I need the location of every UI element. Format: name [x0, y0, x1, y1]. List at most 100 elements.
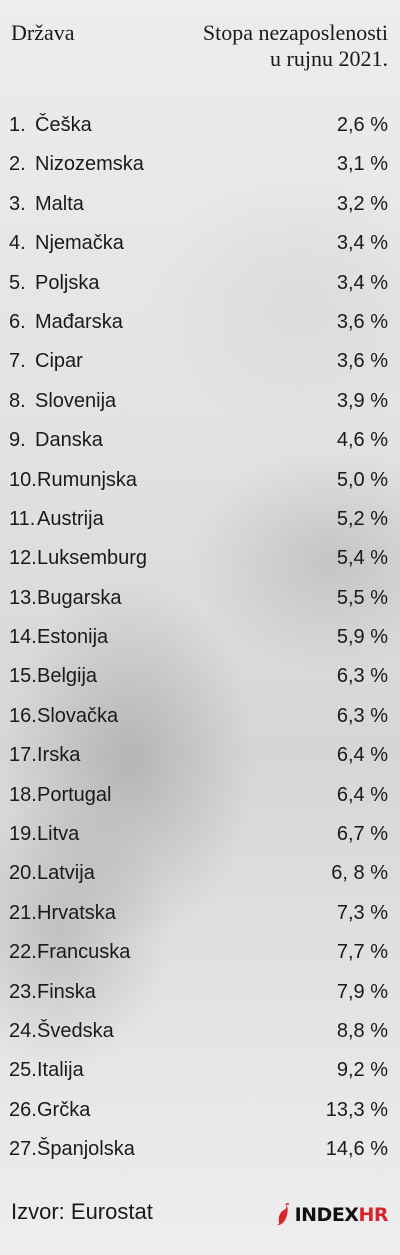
logo-index: INDEX: [294, 1204, 359, 1226]
index-hr-logo: INDEXHR: [274, 1202, 388, 1228]
row-rank: 3.: [9, 192, 26, 215]
row-rank: 5.: [9, 271, 26, 294]
table-row: 16. Slovačka 6,3 %: [0, 697, 400, 736]
row-rate: 13,3 %: [325, 1098, 388, 1121]
row-rate: 7,7 %: [336, 941, 388, 964]
row-country: Grčka: [37, 1098, 91, 1121]
row-country: Slovačka: [37, 704, 119, 727]
row-rank: 20.: [9, 862, 37, 885]
row-rank: 4.: [9, 232, 26, 255]
table-row: 8. Slovenija 3,9 %: [0, 382, 400, 421]
row-rate: 6,4 %: [336, 783, 388, 806]
table-row: 26. Grčka 13,3 %: [0, 1091, 400, 1130]
row-rate: 6, 8 %: [331, 862, 388, 885]
row-country: Švedska: [37, 1019, 114, 1042]
column-header-country: Država: [11, 20, 75, 45]
table-row: 4. Njemačka 3,4 %: [0, 224, 400, 263]
row-rank: 9.: [9, 429, 26, 452]
table-row: 11. Austrija 5,2 %: [0, 500, 400, 539]
row-country: Belgija: [37, 665, 98, 688]
row-country: Austrija: [37, 507, 104, 530]
table-row: 24. Švedska 8,8 %: [0, 1012, 400, 1051]
row-rate: 3,6 %: [336, 310, 388, 333]
row-country: Portugal: [37, 783, 112, 806]
table-row: 13. Bugarska 5,5 %: [0, 579, 400, 618]
row-rate: 4,6 %: [336, 429, 388, 452]
row-rate: 3,9 %: [336, 389, 388, 412]
row-country: Rumunjska: [37, 468, 138, 491]
table-row: 14. Estonija 5,9 %: [0, 618, 400, 657]
table-row: 19. Litva 6,7 %: [0, 815, 400, 854]
row-rank: 24.: [9, 1019, 37, 1042]
table-row: 23. Finska 7,9 %: [0, 973, 400, 1012]
row-rate: 2,6 %: [336, 114, 388, 136]
row-country: Italija: [37, 1059, 84, 1082]
row-rate: 3,4 %: [336, 271, 388, 294]
table-row: 20. Latvija 6, 8 %: [0, 854, 400, 893]
row-rate: 5,4 %: [336, 547, 388, 570]
table-row: 7. Cipar 3,6 %: [0, 342, 400, 381]
row-country: Španjolska: [37, 1138, 135, 1161]
chili-pepper-icon: [275, 1203, 289, 1226]
row-rate: 5,9 %: [336, 626, 388, 649]
table-row: 25. Italija 9,2 %: [0, 1051, 400, 1090]
row-country: Luksemburg: [37, 547, 148, 570]
row-rank: 26.: [9, 1098, 37, 1121]
row-country: Poljska: [35, 271, 100, 294]
row-rate: 5,2 %: [336, 507, 388, 530]
row-rank: 15.: [9, 665, 37, 688]
row-rate: 9,2 %: [336, 1059, 388, 1082]
table-row: 10. Rumunjska 5,0 %: [0, 461, 400, 500]
row-rate: 14,6 %: [325, 1138, 388, 1161]
logo-hr: HR: [358, 1204, 388, 1226]
row-rank: 13.: [9, 586, 37, 609]
row-country: Irska: [37, 744, 81, 767]
row-rank: 23.: [9, 980, 37, 1003]
row-rank: 21.: [9, 901, 37, 924]
row-country: Latvija: [37, 862, 95, 885]
row-rate: 3,2 %: [336, 192, 388, 215]
row-rate: 7,9 %: [336, 980, 388, 1003]
table-row: 12. Luksemburg 5,4 %: [0, 539, 400, 578]
table-row: 1. Češka 2,6 %: [0, 106, 400, 145]
row-rank: 18.: [9, 783, 37, 806]
table-row: 5. Poljska 3,4 %: [0, 264, 400, 303]
column-header-rate: Stopa nezaposlenosti u rujnu 2021.: [128, 20, 388, 72]
row-rate: 7,3 %: [336, 901, 388, 924]
row-country: Finska: [37, 980, 96, 1003]
table-row: 15. Belgija 6,3 %: [0, 657, 400, 696]
source-credit: Izvor: Eurostat: [11, 1199, 153, 1224]
table-row: 18. Portugal 6,4 %: [0, 776, 400, 815]
row-rank: 27.: [9, 1138, 37, 1161]
row-rank: 16.: [9, 704, 37, 727]
row-rank: 22.: [9, 941, 37, 964]
row-rate: 5,0 %: [336, 468, 388, 491]
rate-header-line-1: Stopa nezaposlenosti: [202, 20, 388, 45]
row-rate: 5,5 %: [336, 586, 388, 609]
row-rate: 6,7 %: [336, 823, 388, 846]
row-rank: 8.: [9, 389, 26, 412]
table-row: 6. Mađarska 3,6 %: [0, 303, 400, 342]
rate-header-line-2: u rujnu 2021.: [270, 46, 388, 71]
table-row: 27. Španjolska 14,6 %: [0, 1130, 400, 1169]
table-row: 9. Danska 4,6 %: [0, 421, 400, 460]
row-rank: 12.: [9, 547, 37, 570]
row-country: Litva: [37, 823, 80, 846]
row-rate: 6,3 %: [336, 665, 388, 688]
row-country: Danska: [35, 429, 103, 452]
row-country: Slovenija: [35, 389, 117, 412]
row-rank: 17.: [9, 744, 37, 767]
row-rate: 3,4 %: [336, 232, 388, 255]
logo-wordmark: INDEXHR: [294, 1204, 389, 1226]
row-rate: 3,1 %: [336, 153, 388, 176]
row-country: Hrvatska: [37, 901, 116, 924]
row-rank: 2.: [9, 153, 26, 176]
row-country: Nizozemska: [35, 153, 144, 176]
table-row: 22. Francuska 7,7 %: [0, 933, 400, 972]
row-country: Estonija: [37, 626, 109, 649]
row-rank: 6.: [9, 310, 26, 333]
row-rank: 10.: [9, 468, 37, 491]
row-country: Cipar: [35, 350, 83, 373]
row-rank: 1.: [9, 114, 26, 136]
row-rank: 7.: [9, 350, 26, 373]
